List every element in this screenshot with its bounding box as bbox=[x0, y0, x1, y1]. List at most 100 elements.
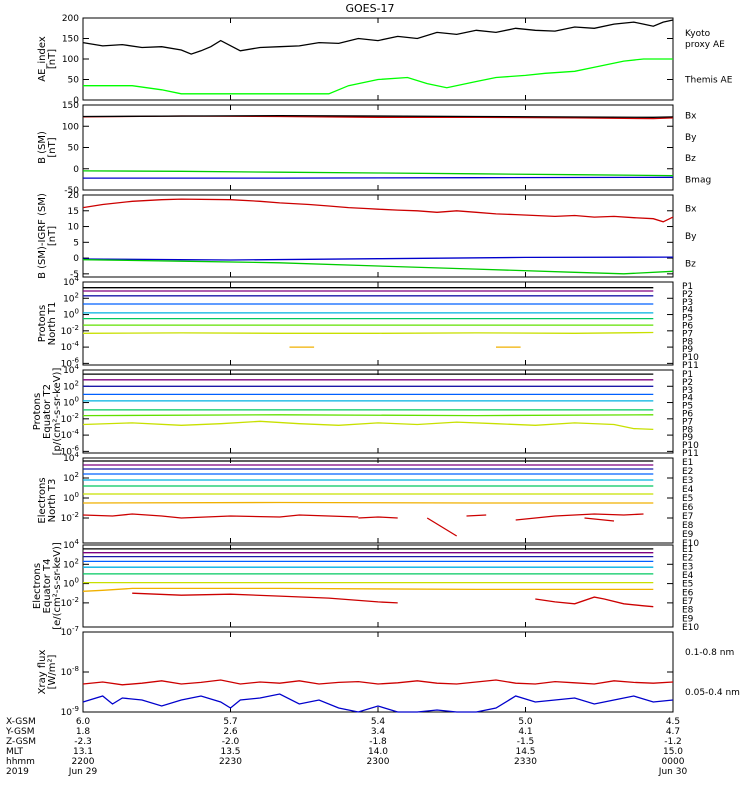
y-tick-label: 10-6 bbox=[61, 444, 80, 457]
x-axis-value: Jun 30 bbox=[658, 767, 688, 777]
y-tick-label: 102 bbox=[63, 379, 79, 392]
x-axis-value: -1.5 bbox=[517, 737, 535, 747]
series-line-bmag bbox=[82, 114, 674, 118]
legend-entry: Bmag bbox=[685, 175, 711, 185]
series-line-e10 bbox=[82, 513, 359, 519]
y-tick-label: 10-6 bbox=[61, 356, 80, 369]
channel-label: E2 bbox=[682, 554, 693, 564]
channel-label: P9 bbox=[682, 345, 693, 355]
y-axis-label: [nT] bbox=[47, 49, 58, 69]
series-line-0-1-0-8-nm bbox=[82, 679, 674, 686]
panel-frame bbox=[82, 544, 674, 628]
series-line-by bbox=[82, 259, 674, 275]
x-axis-value: 14.0 bbox=[368, 747, 388, 757]
y-axis-label: [p/(cm²-s-sr-keV)] bbox=[52, 368, 63, 456]
panel-2: -50 0 50 100 150 B (SM) [nT] Bx By Bz Bmag bbox=[37, 101, 711, 196]
y-tick-label: 102 bbox=[63, 557, 79, 570]
panel-6: 104 102 100 10-2 Electrons North T3 E1E2E3E4E5… bbox=[37, 451, 699, 549]
x-axis-value: 5.4 bbox=[371, 717, 386, 727]
series-line-kyoto-proxy-ae bbox=[83, 58, 673, 95]
panel-4: 104 102 100 10-2 10-4 10-6 Protons North T1 P1P2… bbox=[37, 275, 699, 371]
legend-entry: Themis AE bbox=[684, 76, 733, 86]
channel-label: P9 bbox=[682, 433, 693, 443]
y-tick-label: 100 bbox=[62, 55, 79, 65]
y-axis-label: Protons bbox=[37, 305, 48, 342]
y-tick-label: 10 bbox=[68, 223, 80, 233]
y-tick-label: 104 bbox=[63, 363, 79, 376]
series-line-bx bbox=[82, 256, 674, 261]
channel-label: P5 bbox=[682, 314, 693, 324]
y-tick-label: 100 bbox=[62, 122, 79, 132]
channel-label: E9 bbox=[682, 530, 694, 540]
series-line-p8 bbox=[82, 331, 654, 334]
y-tick-label: 0 bbox=[73, 165, 79, 175]
legend-entry: Bz bbox=[685, 154, 696, 164]
channel-label: E6 bbox=[682, 503, 694, 513]
y-tick-label: 102 bbox=[63, 471, 79, 484]
series-line-e10 bbox=[584, 517, 615, 522]
series-line-p8 bbox=[82, 420, 654, 431]
panel-frame bbox=[82, 457, 674, 544]
series-line-0-05-0-4-nm bbox=[82, 693, 674, 713]
y-tick-label: 0 bbox=[73, 96, 79, 106]
x-axis-row-label: 2019 bbox=[6, 767, 29, 777]
y-tick-label: 15 bbox=[68, 207, 79, 217]
panel-frame bbox=[82, 194, 674, 278]
x-axis-value: -1.8 bbox=[369, 737, 387, 747]
channel-label: P10 bbox=[682, 441, 699, 451]
y-axis-label: [W/m²] bbox=[47, 654, 58, 689]
channel-label: P6 bbox=[682, 410, 693, 420]
x-axis-value: 4.7 bbox=[666, 727, 680, 737]
channel-label: P7 bbox=[682, 329, 693, 339]
channel-label: P2 bbox=[682, 290, 693, 300]
y-tick-label: 104 bbox=[63, 275, 79, 288]
channel-label: E5 bbox=[682, 494, 693, 504]
panel-frame bbox=[82, 631, 674, 713]
y-axis-label: B (SM)-IGRF (SM) bbox=[37, 193, 48, 279]
y-tick-label: 10-4 bbox=[61, 428, 80, 441]
channel-label: P3 bbox=[682, 298, 693, 308]
panel-frame bbox=[82, 281, 674, 366]
y-tick-label: 104 bbox=[63, 538, 79, 551]
x-axis-value: 1.8 bbox=[76, 727, 91, 737]
y-axis-label: North T3 bbox=[47, 479, 58, 523]
x-axis-value: 14.5 bbox=[515, 747, 535, 757]
channel-label: E4 bbox=[682, 571, 694, 581]
channel-label: E9 bbox=[682, 614, 694, 624]
channel-label: E8 bbox=[682, 521, 694, 531]
y-tick-label: 0 bbox=[73, 254, 79, 264]
series-line-e8 bbox=[82, 587, 654, 592]
y-axis-label: B (SM) bbox=[37, 131, 48, 164]
x-axis-value: 5.7 bbox=[223, 717, 237, 727]
x-axis-value: 2200 bbox=[72, 757, 95, 767]
legend-entry: proxy AE bbox=[685, 40, 725, 50]
y-tick-label: 10-9 bbox=[61, 705, 79, 718]
x-axis-value: 5.0 bbox=[518, 717, 533, 727]
y-axis-label: AE_index bbox=[37, 36, 48, 82]
channel-label: P7 bbox=[682, 417, 693, 427]
x-axis-value: 13.5 bbox=[220, 747, 240, 757]
y-tick-label: 150 bbox=[62, 35, 79, 45]
series-line-p7 bbox=[82, 414, 654, 417]
series-line-e10 bbox=[515, 513, 644, 521]
y-tick-label: 100 bbox=[63, 491, 79, 504]
legend-entry: Kyoto bbox=[685, 29, 711, 39]
legend-entry: 0.05-0.4 nm bbox=[685, 688, 740, 698]
x-axis-value: 4.5 bbox=[666, 717, 680, 727]
y-axis-label: [e/(cm²-s-sr-keV)] bbox=[52, 542, 63, 630]
y-axis-label: Protons bbox=[32, 393, 43, 430]
y-tick-label: 50 bbox=[68, 144, 80, 154]
x-axis-value: 3.4 bbox=[371, 727, 386, 737]
x-axis-table: X-GSM 6.0 5.7 5.4 5.0 4.5 Y-GSM 1.8 2.6 3.4 4.1 4.7… bbox=[5, 717, 687, 777]
channel-label: E8 bbox=[682, 606, 694, 616]
x-axis-value: 2300 bbox=[367, 757, 390, 767]
y-tick-label: 10-2 bbox=[61, 596, 79, 609]
x-axis-row-label: Y-GSM bbox=[5, 727, 34, 737]
panel-5: 104 102 100 10-2 10-4 10-6 Protons Equator T2 [p… bbox=[32, 363, 699, 459]
legend-entry: By bbox=[685, 232, 697, 242]
y-tick-label: 10-2 bbox=[61, 412, 79, 425]
y-axis-label: Electrons bbox=[32, 563, 43, 609]
x-axis-value: 2230 bbox=[219, 757, 242, 767]
x-axis-row-label: X-GSM bbox=[6, 717, 36, 727]
